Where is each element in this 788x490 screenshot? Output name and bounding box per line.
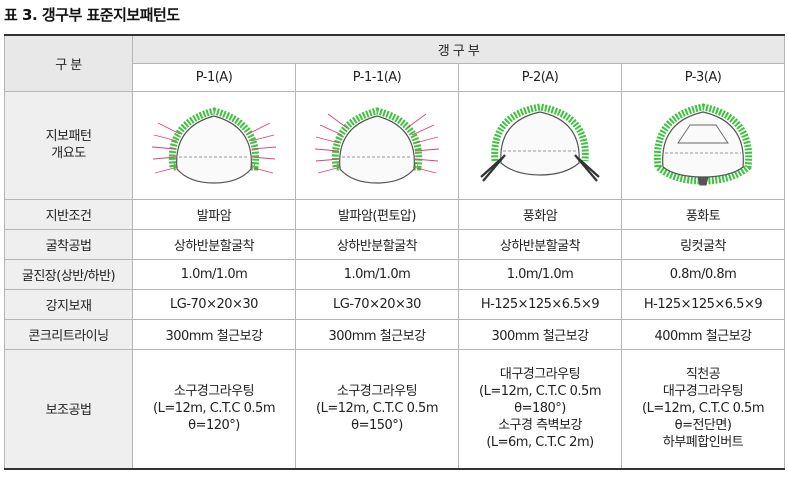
table-row: 지반조건 발파암 발파암(편토압) 풍화암 풍화토 — [4, 198, 786, 230]
figure-row: 지보패턴 개요도 — [4, 90, 786, 200]
category-header: 구 분 — [4, 34, 133, 92]
table-cell: 1.0m/1.0m — [295, 258, 459, 290]
table-cell: 풍화암 — [458, 198, 622, 230]
table-cell: H-125×125×6.5×9 — [620, 288, 786, 320]
table-cell: 소구경그라우팅 (L=12m, C.T.C 0.5m θ=120°) — [132, 348, 296, 470]
header-row-group: 구 분 갱 구 부 — [4, 34, 786, 92]
table-cell: LG-70×20×30 — [132, 288, 296, 320]
row-label: 굴착공법 — [4, 228, 133, 260]
header-row-patterns: P-1(A) P-1-1(A) P-2(A) P-3(A) — [5, 62, 786, 92]
row-label: 지반조건 — [4, 198, 133, 230]
pattern-header: P-2(A) — [458, 62, 622, 92]
portal-group-header: 갱 구 부 — [131, 34, 786, 64]
table-cell: H-125×125×6.5×9 — [458, 288, 622, 320]
table-row: 굴진장(상반/하반) 1.0m/1.0m 1.0m/1.0m 1.0m/1.0m… — [4, 258, 786, 290]
table-cell: 상하반분할굴착 — [132, 228, 296, 260]
table-cell: 300mm 철근보강 — [132, 318, 296, 350]
table-cell: 300mm 철근보강 — [458, 318, 622, 350]
row-label: 굴진장(상반/하반) — [4, 258, 133, 290]
table-cell: 0.8m/0.8m — [620, 258, 786, 290]
table-cell: 400mm 철근보강 — [620, 318, 786, 350]
table-cell: 1.0m/1.0m — [132, 258, 296, 290]
table-cell: 소구경그라우팅 (L=12m, C.T.C 0.5m θ=150°) — [295, 348, 459, 470]
row-label: 지보패턴 개요도 — [4, 90, 133, 200]
row-label: 보조공법 — [4, 348, 133, 470]
tunnel-diagram-p1-1 — [295, 90, 459, 200]
table-row: 콘크리트라이닝 300mm 철근보강 300mm 철근보강 300mm 철근보강… — [4, 318, 786, 350]
tunnel-diagram-p1 — [132, 90, 296, 200]
support-pattern-table: 구 분 갱 구 부 P-1(A) P-1-1(A) P-2(A) P-3(A) … — [4, 34, 786, 470]
pattern-header: P-1(A) — [132, 62, 296, 92]
table-row: 굴착공법 상하반분할굴착 상하반분할굴착 상하반분할굴착 링컷굴착 — [4, 228, 786, 260]
table-cell: 상하반분할굴착 — [458, 228, 622, 260]
table-row: 보조공법 소구경그라우팅 (L=12m, C.T.C 0.5m θ=120°) … — [4, 348, 786, 470]
table-cell: 직천공 대구경그라우팅 (L=12m, C.T.C 0.5m θ=전단면) 하부… — [620, 348, 786, 470]
table-cell: 풍화토 — [620, 198, 786, 230]
table-cell: 대구경그라우팅 (L=12m, C.T.C 0.5m θ=180°) 소구경 측… — [458, 348, 622, 470]
pattern-header: P-3(A) — [620, 62, 786, 92]
table-cell: LG-70×20×30 — [295, 288, 459, 320]
pattern-header: P-1-1(A) — [295, 62, 459, 92]
row-label: 강지보재 — [4, 288, 133, 320]
table-cell: 300mm 철근보강 — [295, 318, 459, 350]
table-cell: 발파암 — [132, 198, 296, 230]
table-cell: 상하반분할굴착 — [295, 228, 459, 260]
table-caption: 표 3. 갱구부 표준지보패턴도 — [4, 6, 180, 24]
table-cell: 1.0m/1.0m — [458, 258, 622, 290]
tunnel-diagram-p2 — [458, 90, 622, 200]
table-cell: 링컷굴착 — [620, 228, 786, 260]
tunnel-diagram-p3 — [620, 90, 786, 200]
table-cell: 발파암(편토압) — [295, 198, 459, 230]
table-row: 강지보재 LG-70×20×30 LG-70×20×30 H-125×125×6… — [4, 288, 786, 320]
row-label: 콘크리트라이닝 — [4, 318, 133, 350]
